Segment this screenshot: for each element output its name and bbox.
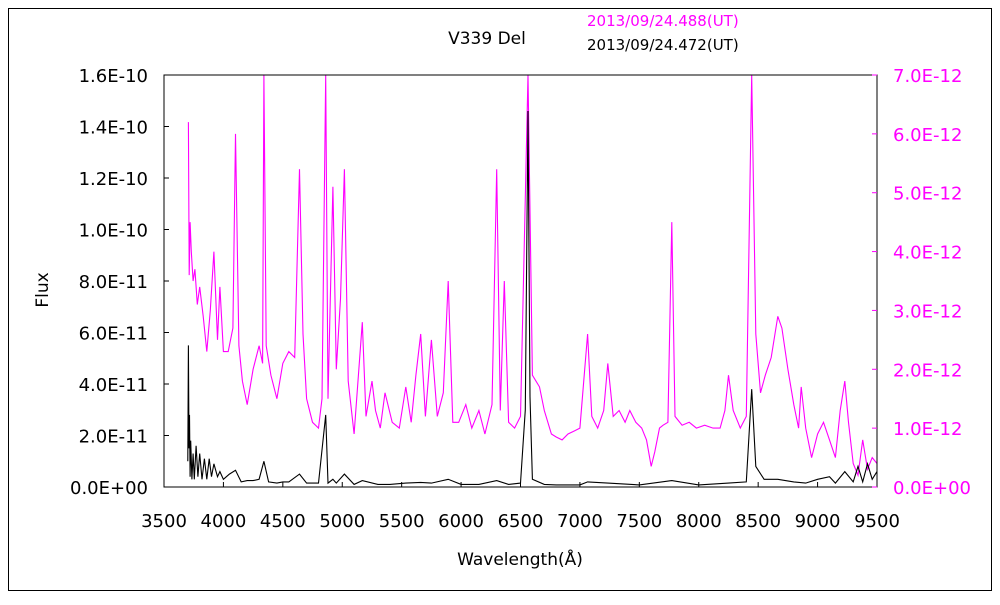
x-tick-label: 6500 [498,511,544,532]
x-tick-label: 9500 [854,511,900,532]
y-left-tick-label: 0.0E+00 [70,478,148,499]
y-right-tick-label: 6.0E-12 [893,125,962,146]
legend-entry-magenta: 2013/09/24.488(UT) [587,12,739,30]
y-axis-label: Flux [33,272,53,307]
legend-entry-black: 2013/09/24.472(UT) [587,36,739,54]
y-left-tick-label: 1.6E-10 [79,66,148,87]
y-right-tick-label: 5.0E-12 [893,184,962,205]
x-tick-label: 5000 [319,511,365,532]
series-line-magenta [187,75,877,478]
y-right-tick-label: 2.0E-12 [893,360,962,381]
x-axis-label: Wavelength(Å) [457,548,583,570]
outer-border [8,8,992,591]
y-right-tick-label: 3.0E-12 [893,301,962,322]
y-left-tick-label: 4.0E-11 [79,375,148,396]
y-right-tick-label: 7.0E-12 [893,66,962,87]
y-left-tick-label: 6.0E-11 [79,324,148,345]
y-left-tick-label: 2.0E-11 [79,427,148,448]
x-tick-label: 4500 [260,511,306,532]
x-tick-label: 8000 [676,511,722,532]
y-left-tick-label: 1.4E-10 [79,118,148,139]
plot-area: 3500 4000 4500 5000 5500 6000 6500 7000 7500 8000… [70,66,971,532]
series-line-black [187,110,877,486]
y-left-tick-label: 8.0E-11 [79,272,148,293]
y-right-tick-label: 1.0E-12 [893,419,962,440]
y-right-tick-label: 0.0E+00 [893,478,971,499]
x-tick-label: 5500 [379,511,425,532]
x-tick-label: 4000 [201,511,247,532]
x-tick-label: 8500 [735,511,781,532]
x-tick-label: 3500 [141,511,187,532]
y-left-tick-label: 1.2E-10 [79,169,148,190]
x-tick-label: 6000 [438,511,484,532]
x-tick-label: 7000 [557,511,603,532]
y-left-tick-label: 1.0E-10 [79,221,148,242]
x-tick-label: 7500 [616,511,662,532]
x-tick-label: 9000 [795,511,841,532]
y-right-tick-label: 4.0E-12 [893,243,962,264]
chart-title: V339 Del [448,29,526,49]
